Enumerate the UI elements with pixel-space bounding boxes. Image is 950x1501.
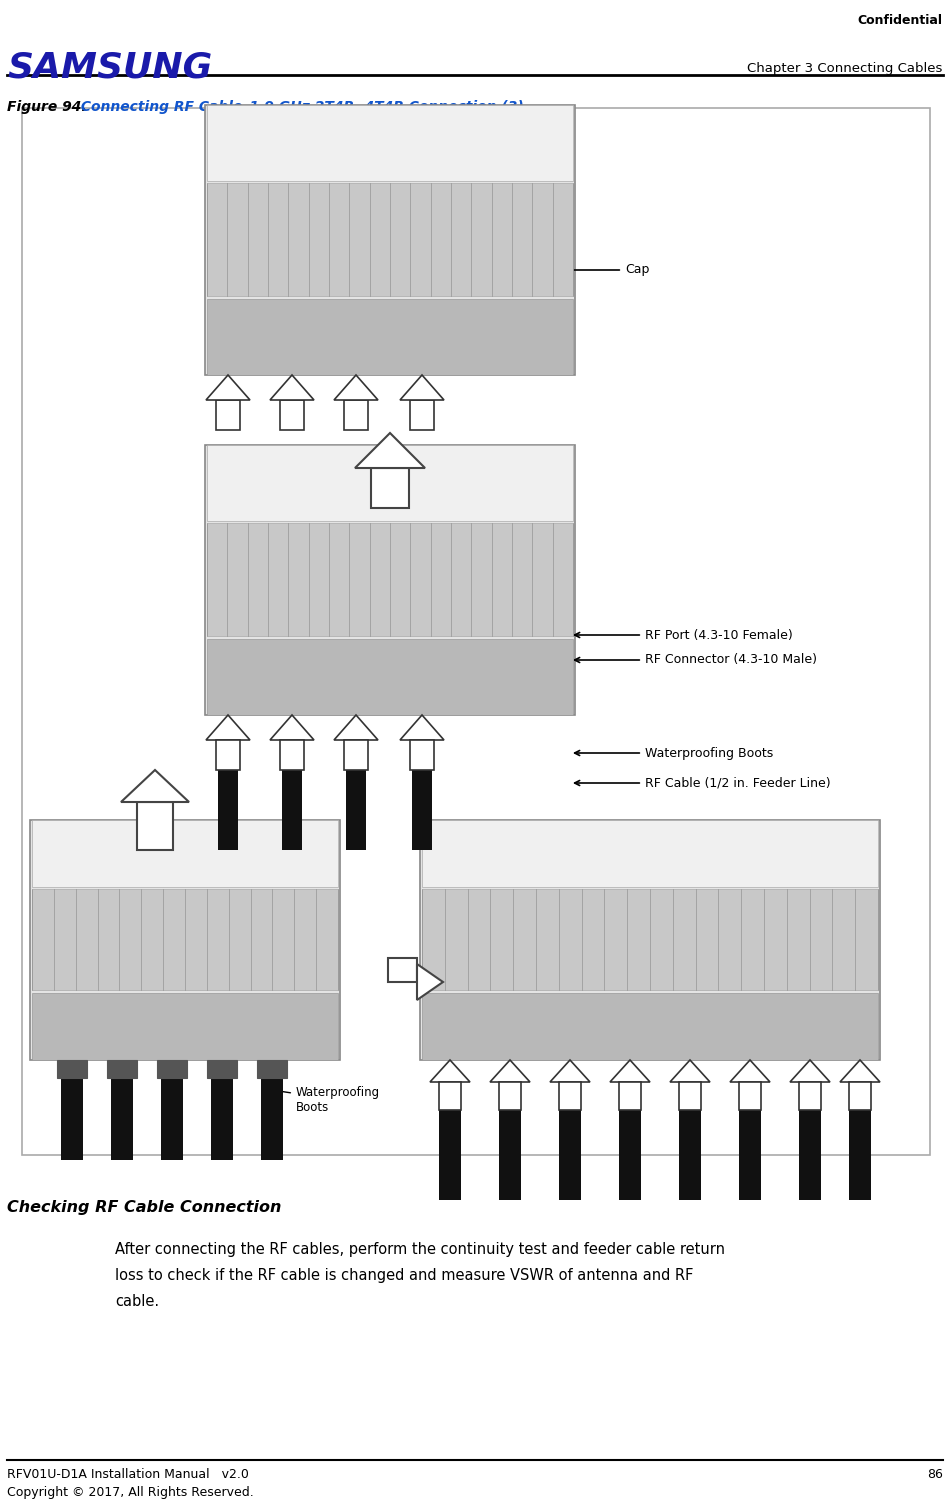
Bar bbox=[619, 1111, 641, 1199]
Bar bbox=[422, 889, 878, 991]
Bar bbox=[207, 522, 573, 636]
Polygon shape bbox=[206, 375, 250, 399]
Bar bbox=[205, 444, 575, 714]
Bar bbox=[216, 399, 240, 429]
Bar bbox=[218, 770, 238, 850]
Polygon shape bbox=[670, 1060, 710, 1082]
Text: 86: 86 bbox=[927, 1468, 943, 1481]
Bar bbox=[412, 770, 432, 850]
Bar bbox=[559, 1111, 581, 1199]
Bar bbox=[207, 444, 573, 521]
Text: SAMSUNG: SAMSUNG bbox=[7, 50, 212, 84]
Text: cable.: cable. bbox=[115, 1294, 160, 1309]
Bar bbox=[261, 1060, 283, 1160]
Polygon shape bbox=[490, 1060, 530, 1082]
Bar bbox=[137, 802, 173, 850]
Text: Copyright © 2017, All Rights Reserved.: Copyright © 2017, All Rights Reserved. bbox=[7, 1486, 254, 1499]
Polygon shape bbox=[840, 1060, 880, 1082]
Text: RF Port (4.3-10 Female): RF Port (4.3-10 Female) bbox=[575, 629, 792, 641]
Text: Checking RF Cable Connection: Checking RF Cable Connection bbox=[7, 1199, 281, 1214]
Polygon shape bbox=[121, 770, 189, 802]
Text: Figure 94.: Figure 94. bbox=[7, 101, 86, 114]
Bar bbox=[32, 889, 338, 991]
Bar bbox=[371, 468, 409, 507]
Bar bbox=[207, 183, 573, 296]
Bar bbox=[420, 820, 880, 1060]
Bar bbox=[22, 108, 930, 1154]
Bar bbox=[282, 770, 302, 850]
Polygon shape bbox=[270, 714, 314, 740]
Text: Cap: Cap bbox=[540, 264, 650, 276]
Polygon shape bbox=[730, 1060, 770, 1082]
Text: Confidential: Confidential bbox=[857, 14, 942, 27]
Bar bbox=[439, 1111, 461, 1199]
Polygon shape bbox=[206, 714, 250, 740]
Polygon shape bbox=[400, 375, 444, 399]
Bar bbox=[410, 399, 434, 429]
Bar bbox=[157, 1060, 187, 1078]
Bar bbox=[422, 992, 878, 1060]
Bar bbox=[346, 770, 366, 850]
Bar bbox=[207, 1060, 237, 1078]
Bar bbox=[679, 1111, 701, 1199]
Bar bbox=[619, 1082, 641, 1111]
Bar bbox=[739, 1111, 761, 1199]
Text: RFV01U-D1A Installation Manual   v2.0: RFV01U-D1A Installation Manual v2.0 bbox=[7, 1468, 249, 1481]
Bar bbox=[161, 1060, 183, 1160]
Bar bbox=[499, 1082, 521, 1111]
Polygon shape bbox=[417, 964, 443, 1000]
Bar bbox=[679, 1082, 701, 1111]
Bar bbox=[439, 1082, 461, 1111]
Bar bbox=[207, 639, 573, 714]
Bar bbox=[216, 740, 240, 770]
Polygon shape bbox=[430, 1060, 470, 1082]
Text: Waterproofing Boots: Waterproofing Boots bbox=[575, 746, 773, 760]
Text: Waterproofing
Boots: Waterproofing Boots bbox=[276, 1087, 380, 1114]
Polygon shape bbox=[790, 1060, 830, 1082]
Bar bbox=[799, 1082, 821, 1111]
Bar bbox=[32, 992, 338, 1060]
Text: RF Connector (4.3-10 Male): RF Connector (4.3-10 Male) bbox=[575, 653, 817, 666]
Bar bbox=[207, 299, 573, 375]
Text: Connecting RF Cable_1.9 GHz 2T4R, 4T4R Connection (3): Connecting RF Cable_1.9 GHz 2T4R, 4T4R C… bbox=[76, 101, 523, 114]
Bar bbox=[107, 1060, 137, 1078]
Bar bbox=[499, 1111, 521, 1199]
Bar bbox=[280, 740, 304, 770]
Polygon shape bbox=[334, 714, 378, 740]
Bar bbox=[211, 1060, 233, 1160]
Bar bbox=[739, 1082, 761, 1111]
Text: After connecting the RF cables, perform the continuity test and feeder cable ret: After connecting the RF cables, perform … bbox=[115, 1241, 725, 1256]
Bar bbox=[344, 740, 368, 770]
Bar bbox=[205, 105, 575, 375]
Polygon shape bbox=[334, 375, 378, 399]
Bar bbox=[388, 958, 417, 982]
Polygon shape bbox=[610, 1060, 650, 1082]
Bar bbox=[410, 740, 434, 770]
Polygon shape bbox=[550, 1060, 590, 1082]
Bar bbox=[280, 399, 304, 429]
Polygon shape bbox=[355, 432, 425, 468]
Bar bbox=[849, 1111, 871, 1199]
Bar bbox=[32, 820, 338, 887]
Bar bbox=[57, 1060, 87, 1078]
Text: Chapter 3 Connecting Cables: Chapter 3 Connecting Cables bbox=[747, 62, 942, 75]
Bar bbox=[849, 1082, 871, 1111]
Bar bbox=[257, 1060, 287, 1078]
Bar bbox=[207, 105, 573, 180]
Bar bbox=[422, 820, 878, 887]
Text: RF Cable (1/2 in. Feeder Line): RF Cable (1/2 in. Feeder Line) bbox=[575, 776, 830, 790]
Bar bbox=[111, 1060, 133, 1160]
Bar bbox=[344, 399, 368, 429]
Polygon shape bbox=[400, 714, 444, 740]
Bar bbox=[30, 820, 340, 1060]
Bar bbox=[61, 1060, 83, 1160]
Bar bbox=[559, 1082, 581, 1111]
Bar bbox=[799, 1111, 821, 1199]
Polygon shape bbox=[270, 375, 314, 399]
Text: loss to check if the RF cable is changed and measure VSWR of antenna and RF: loss to check if the RF cable is changed… bbox=[115, 1268, 694, 1283]
